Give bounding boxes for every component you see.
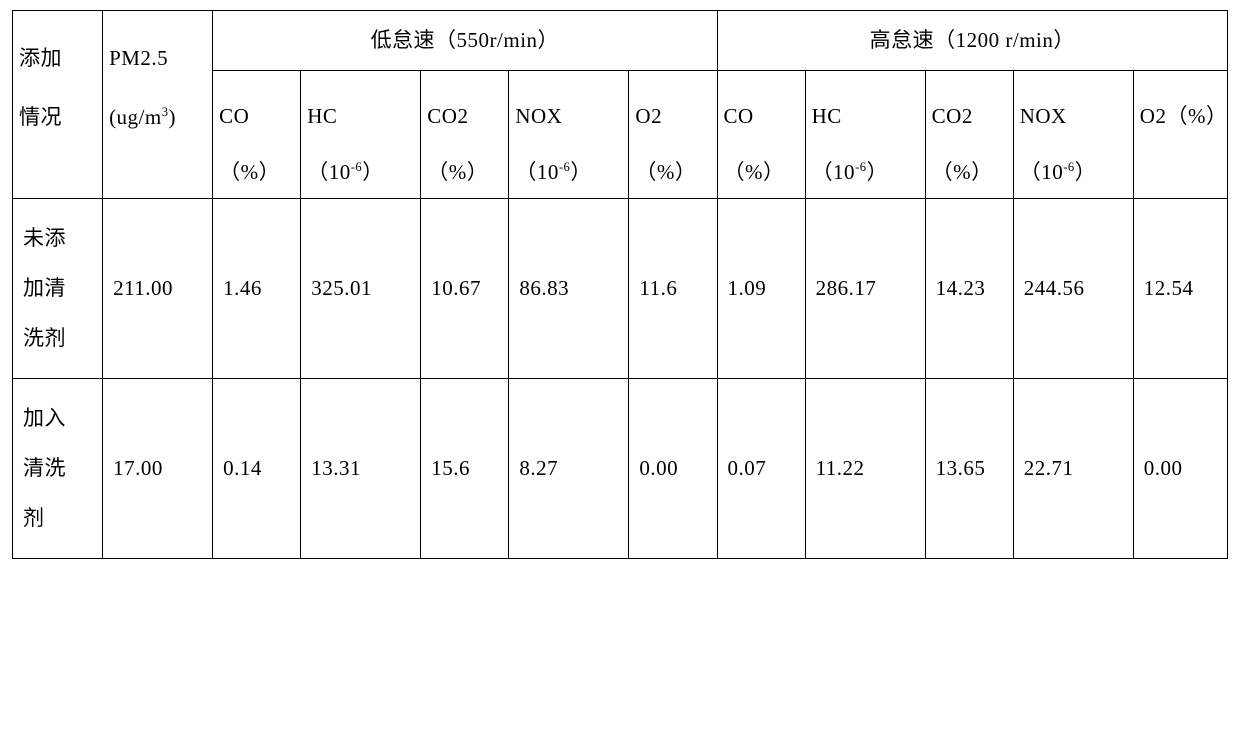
- cell-low-nox: 86.83: [509, 198, 629, 378]
- header-low-co2: CO2 （%）: [421, 71, 509, 199]
- cell-low-co2: 15.6: [421, 378, 509, 558]
- header-low-idle: 低怠速（550r/min）: [213, 11, 717, 71]
- header-high-co: CO （%）: [717, 71, 805, 199]
- table-row: 加入 清洗 剂 17.00 0.14 13.31 15.6 8.27 0.00 …: [13, 378, 1228, 558]
- cell-high-nox: 244.56: [1013, 198, 1133, 378]
- cell-low-o2: 0.00: [629, 378, 717, 558]
- cell-high-nox: 22.71: [1013, 378, 1133, 558]
- table-body: 未添 加清 洗剂 211.00 1.46 325.01 10.67 86.83 …: [13, 198, 1228, 558]
- header-low-nox: NOX （10-6）: [509, 71, 629, 199]
- header-low-co: CO （%）: [213, 71, 301, 199]
- header-low-o2: O2 （%）: [629, 71, 717, 199]
- cell-high-co2: 14.23: [925, 198, 1013, 378]
- row-label: 加入 清洗 剂: [13, 378, 103, 558]
- cell-high-hc: 11.22: [805, 378, 925, 558]
- header-high-idle: 高怠速（1200 r/min）: [717, 11, 1228, 71]
- cell-high-co2: 13.65: [925, 378, 1013, 558]
- header-high-nox: NOX （10-6）: [1013, 71, 1133, 199]
- row-label: 未添 加清 洗剂: [13, 198, 103, 378]
- cell-low-o2: 11.6: [629, 198, 717, 378]
- table-row: 未添 加清 洗剂 211.00 1.46 325.01 10.67 86.83 …: [13, 198, 1228, 378]
- header-high-co2: CO2 （%）: [925, 71, 1013, 199]
- cell-high-co: 1.09: [717, 198, 805, 378]
- emissions-table: 添加 情况 PM2.5 (ug/m3) 低怠速（550r/min） 高怠速（12…: [12, 10, 1228, 559]
- cell-high-hc: 286.17: [805, 198, 925, 378]
- cell-low-co: 1.46: [213, 198, 301, 378]
- pm25-unit: (ug/m3): [109, 105, 176, 129]
- header-high-o2: O2（%）: [1133, 71, 1227, 199]
- cell-pm25: 211.00: [103, 198, 213, 378]
- cell-low-hc: 13.31: [301, 378, 421, 558]
- header-pm25: PM2.5 (ug/m3): [103, 11, 213, 199]
- cell-pm25: 17.00: [103, 378, 213, 558]
- cell-low-hc: 325.01: [301, 198, 421, 378]
- header-additive: 添加 情况: [13, 11, 103, 199]
- cell-high-o2: 0.00: [1133, 378, 1227, 558]
- header-low-hc: HC （10-6）: [301, 71, 421, 199]
- additive-label-2: 情况: [19, 105, 62, 129]
- pm25-label: PM2.5: [109, 46, 168, 70]
- table-container: 添加 情况 PM2.5 (ug/m3) 低怠速（550r/min） 高怠速（12…: [0, 0, 1240, 569]
- cell-low-co: 0.14: [213, 378, 301, 558]
- cell-low-nox: 8.27: [509, 378, 629, 558]
- cell-high-o2: 12.54: [1133, 198, 1227, 378]
- cell-low-co2: 10.67: [421, 198, 509, 378]
- cell-high-co: 0.07: [717, 378, 805, 558]
- additive-label-1: 添加: [19, 46, 62, 70]
- header-high-hc: HC （10-6）: [805, 71, 925, 199]
